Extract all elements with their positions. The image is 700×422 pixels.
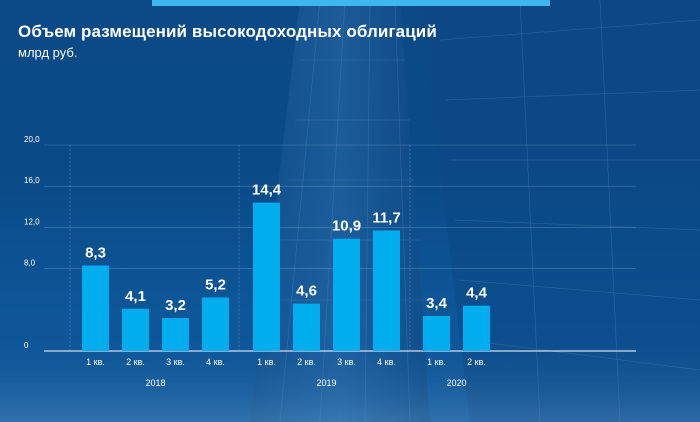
x-tick-label: 1 кв.	[86, 357, 105, 367]
x-tick-label: 1 кв.	[257, 357, 276, 367]
y-tick-label: 16,0	[24, 176, 40, 185]
x-tick-label: 4 кв.	[206, 357, 225, 367]
x-tick-label: 1 кв.	[427, 357, 446, 367]
year-group-label: 2018	[145, 378, 165, 388]
y-tick-label: 0	[24, 341, 29, 350]
chart-title: Объем размещений высокодоходных облигаци…	[18, 22, 437, 41]
chart-unit-label: млрд руб.	[18, 45, 78, 60]
data-label: 4,1	[125, 288, 146, 305]
bar	[423, 315, 450, 351]
year-group-label: 2019	[316, 378, 336, 388]
x-tick-label: 3 кв.	[337, 357, 356, 367]
bar	[82, 265, 109, 351]
y-tick-label: 20,0	[24, 135, 40, 144]
bar	[373, 230, 400, 351]
bar	[253, 202, 280, 351]
data-label: 3,2	[165, 297, 186, 314]
bar	[333, 238, 360, 351]
data-label: 8,3	[85, 245, 106, 262]
data-label: 4,4	[466, 285, 488, 302]
data-label: 11,7	[372, 209, 400, 226]
bar	[162, 318, 189, 351]
x-tick-label: 4 кв.	[377, 357, 396, 367]
bar	[202, 297, 229, 351]
x-tick-label: 2 кв.	[126, 357, 145, 367]
accent-bar	[152, 0, 550, 6]
data-label: 3,4	[426, 295, 448, 312]
data-label: 4,6	[296, 283, 317, 300]
x-tick-label: 2 кв.	[467, 357, 486, 367]
data-label: 10,9	[332, 218, 361, 235]
y-tick-label: 8,0	[24, 259, 36, 268]
data-label: 14,4	[252, 182, 282, 199]
bar	[463, 305, 490, 351]
bar	[122, 308, 149, 351]
year-group-label: 2020	[446, 378, 466, 388]
data-label: 5,2	[205, 276, 226, 293]
bar	[293, 303, 320, 351]
x-tick-label: 3 кв.	[166, 357, 185, 367]
y-tick-label: 12,0	[24, 217, 40, 226]
x-tick-label: 2 кв.	[297, 357, 316, 367]
